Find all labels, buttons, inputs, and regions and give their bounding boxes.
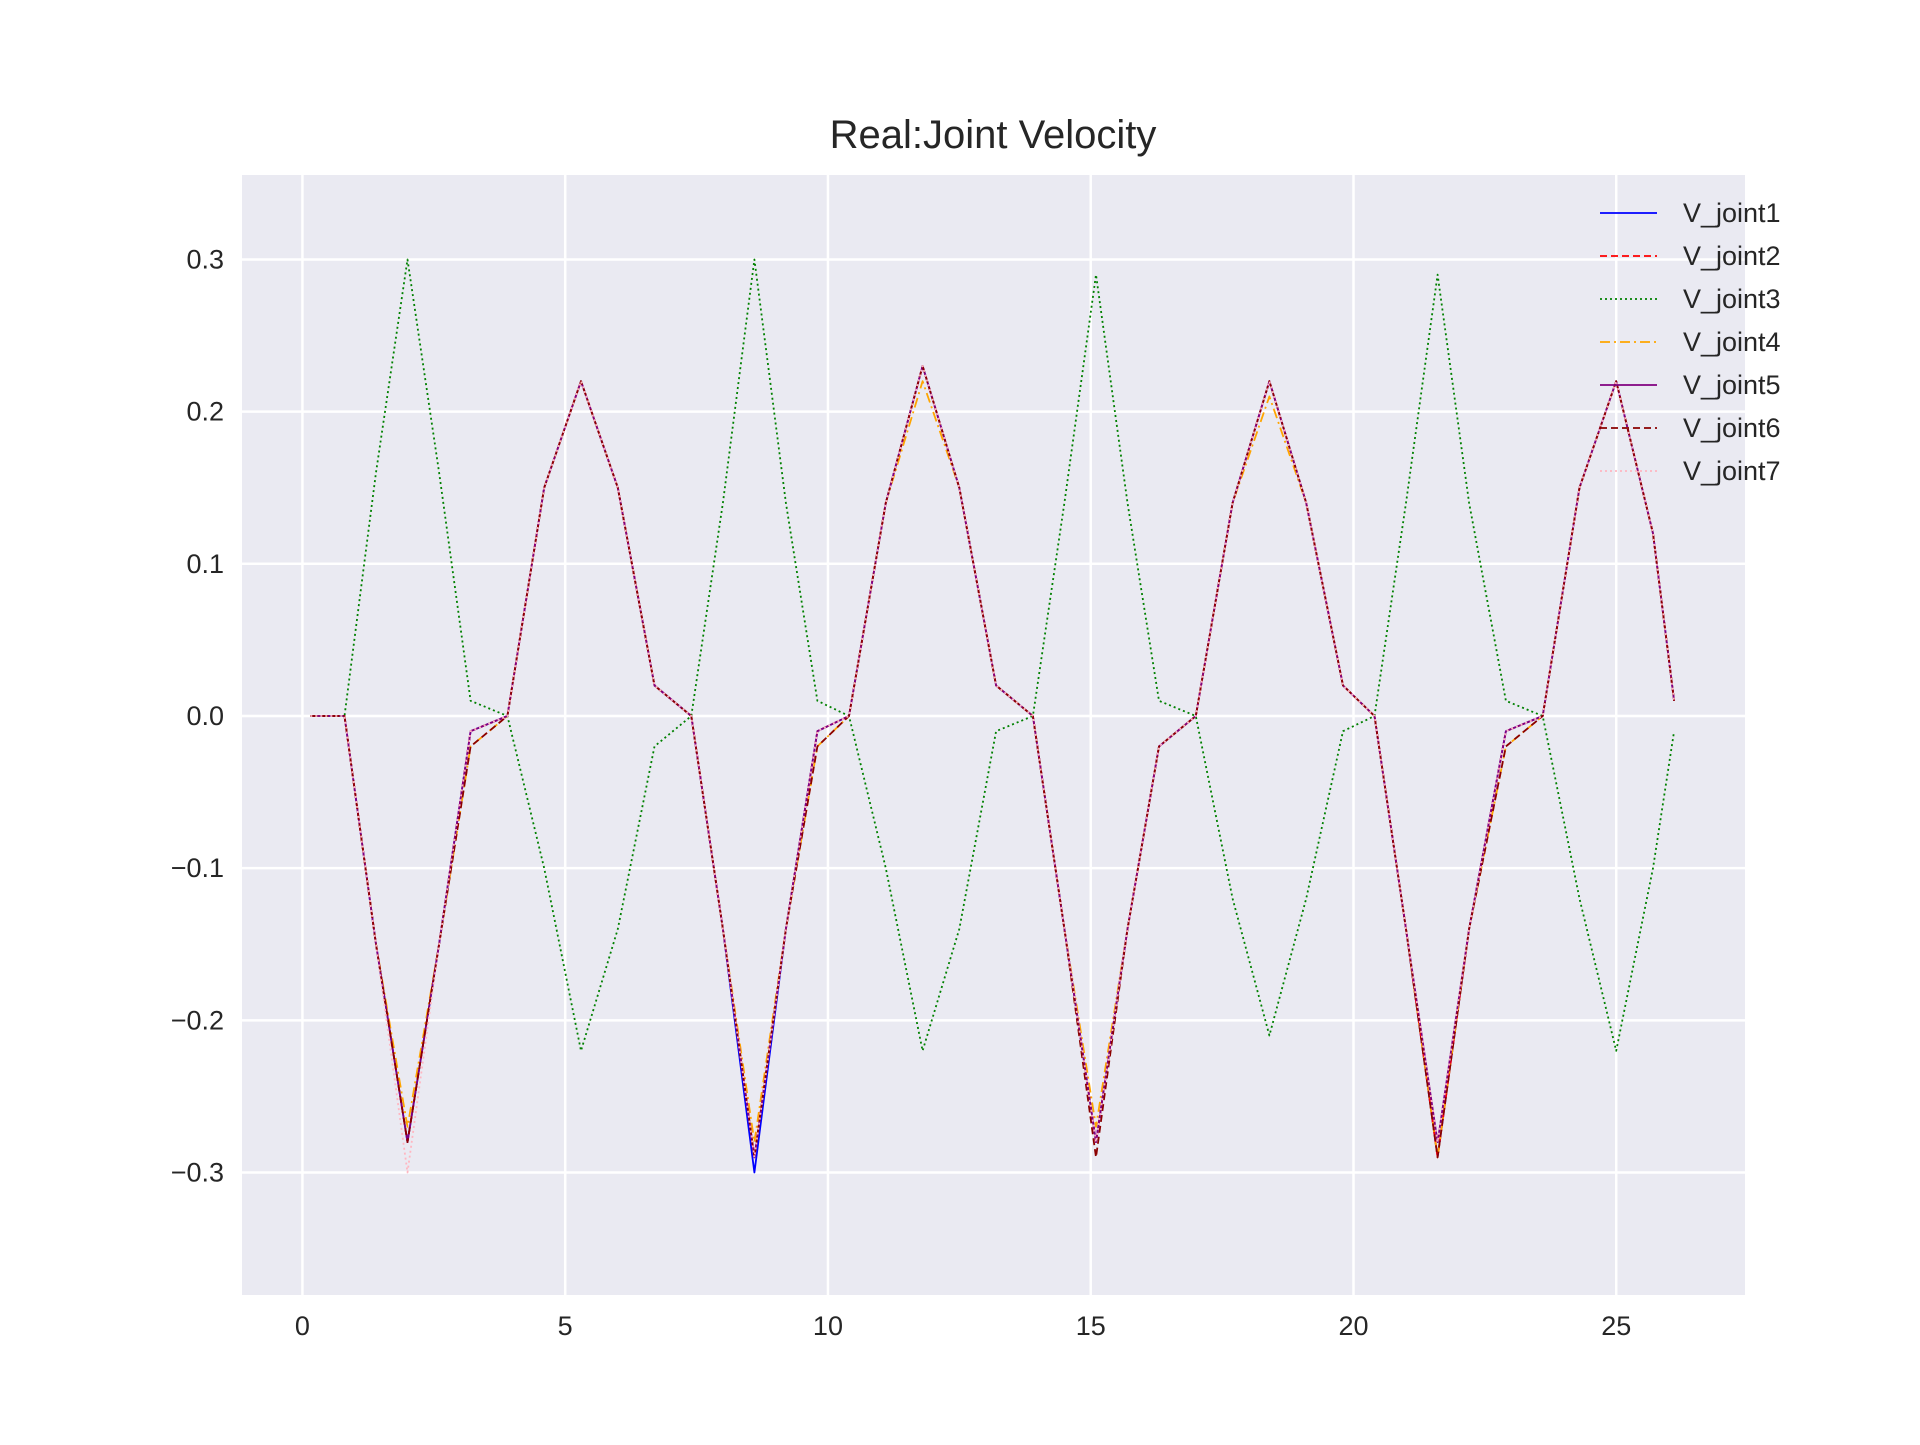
x-tick-label: 10 — [813, 1311, 843, 1341]
legend-label: V_joint2 — [1683, 241, 1781, 271]
x-tick-label: 25 — [1601, 1311, 1631, 1341]
y-tick-label: −0.2 — [171, 1005, 224, 1035]
axes-background — [242, 175, 1745, 1295]
x-tick-label: 15 — [1076, 1311, 1106, 1341]
legend-label: V_joint6 — [1683, 413, 1781, 443]
x-tick-label: 5 — [558, 1311, 573, 1341]
y-tick-label: −0.1 — [171, 853, 224, 883]
y-tick-label: −0.3 — [171, 1158, 224, 1188]
legend-label: V_joint5 — [1683, 370, 1781, 400]
chart-title: Real:Joint Velocity — [830, 113, 1157, 157]
legend-label: V_joint3 — [1683, 284, 1781, 314]
y-tick-label: 0.3 — [186, 244, 224, 274]
legend-label: V_joint1 — [1683, 198, 1781, 228]
x-tick-label: 0 — [295, 1311, 310, 1341]
legend-label: V_joint4 — [1683, 327, 1781, 357]
legend-label: V_joint7 — [1683, 456, 1781, 486]
y-tick-label: 0.1 — [186, 549, 224, 579]
plot-area: 0 5 10 15 20 25 −0.3 −0.2 −0.1 0.0 0.1 0.2 0.3 — [171, 175, 1745, 1341]
y-tick-label: 0.2 — [186, 397, 224, 427]
legend: V_joint1 V_joint2 V_joint3 V_joint4 V_joint5… — [1600, 198, 1781, 486]
series-line-v-joint3 — [310, 258, 1675, 1052]
series-line-v-joint6 — [310, 365, 1675, 1159]
y-tick-label: 0.0 — [186, 701, 224, 731]
x-tick-label: 20 — [1338, 1311, 1368, 1341]
